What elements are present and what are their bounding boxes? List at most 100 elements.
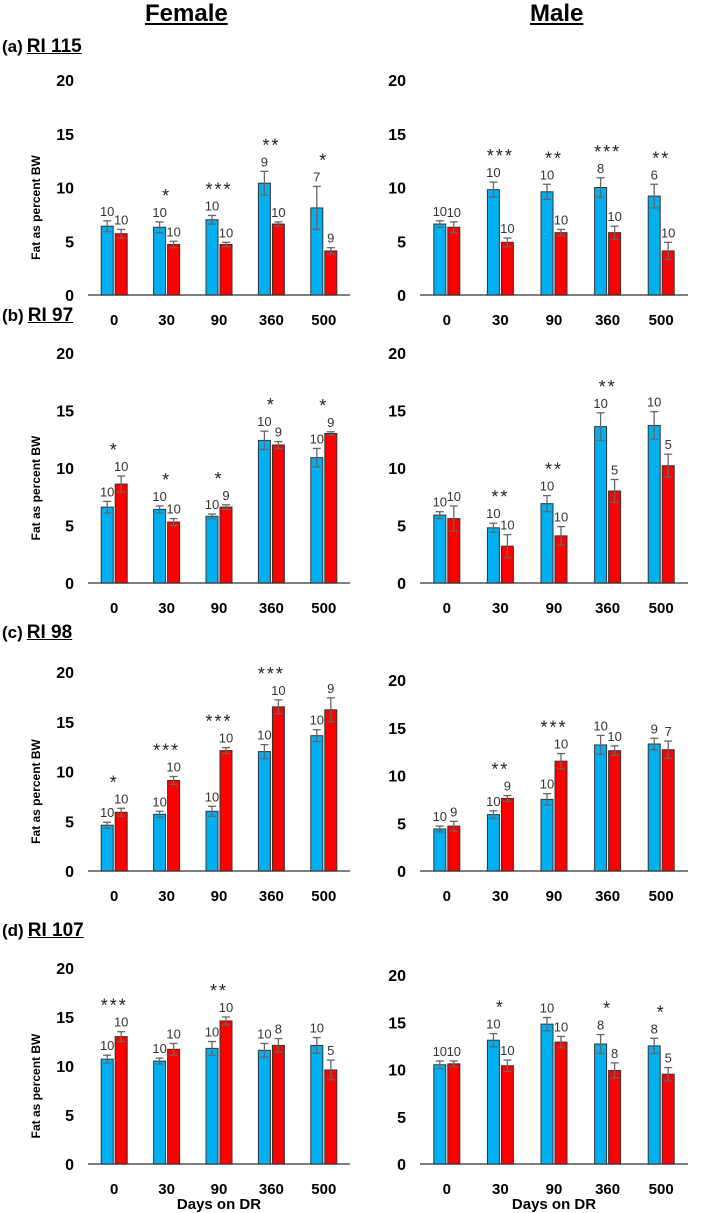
bar-blue	[257, 439, 271, 584]
sample-size-label: 10	[114, 791, 128, 806]
x-tick-label: 500	[649, 312, 674, 329]
bar-red	[114, 1036, 128, 1165]
bar-blue	[433, 223, 447, 296]
bar-red	[554, 1041, 568, 1165]
significance-stars: **	[491, 487, 509, 507]
sample-size-label: 10	[219, 731, 233, 746]
significance-stars: *	[496, 998, 505, 1018]
bar-blue	[433, 828, 447, 872]
bar-red	[324, 1069, 338, 1165]
bar-red	[167, 1048, 181, 1165]
bar-red	[219, 506, 233, 584]
significance-stars: *	[267, 395, 276, 415]
panel-letter: (b)	[2, 306, 24, 325]
bar-red	[271, 1044, 285, 1165]
sample-size-label: 10	[486, 1017, 500, 1032]
y-tick-label: 10	[56, 1059, 74, 1076]
significance-stars: *	[214, 469, 223, 489]
sample-size-label: 10	[152, 205, 166, 220]
strain-name: RI 115	[26, 36, 82, 57]
sample-size-label: 10	[447, 205, 461, 220]
bar-blue	[205, 1047, 219, 1165]
sample-size-label: 10	[114, 459, 128, 474]
y-tick-label: 15	[56, 715, 74, 732]
bar-red	[324, 709, 338, 872]
y-tick-label: 10	[56, 181, 74, 198]
significance-stars: **	[599, 377, 617, 397]
sample-size-label: 10	[100, 805, 114, 820]
bar-blue	[100, 824, 114, 872]
significance-stars: ***	[594, 142, 621, 162]
sample-size-label: 10	[100, 204, 114, 219]
sample-size-label: 6	[651, 167, 658, 182]
y-tick-label: 10	[56, 765, 74, 782]
sample-size-label: 10	[647, 395, 661, 410]
y-tick-label: 5	[65, 234, 74, 251]
significance-stars: *	[110, 772, 119, 792]
y-tick-label: 10	[56, 461, 74, 478]
sample-size-label: 5	[665, 1051, 672, 1066]
sample-size-label: 9	[450, 804, 457, 819]
bar-red	[608, 1069, 622, 1165]
bar-red	[661, 465, 675, 584]
bar-blue	[486, 189, 500, 296]
significance-stars: ***	[205, 179, 232, 199]
bar-red	[167, 243, 181, 296]
bar-blue	[594, 744, 608, 872]
x-tick-label: 30	[492, 312, 509, 329]
bar-red	[661, 749, 675, 872]
bar-blue	[540, 191, 554, 296]
sample-size-label: 10	[257, 414, 271, 429]
sample-size-label: 10	[607, 729, 621, 744]
sample-size-label: 10	[540, 479, 554, 494]
strain-name: RI 107	[27, 920, 84, 941]
sample-size-label: 10	[540, 167, 554, 182]
y-tick-label: 5	[397, 816, 406, 833]
sample-size-label: 10	[257, 728, 271, 743]
sample-size-label: 10	[114, 212, 128, 227]
sample-size-label: 10	[554, 737, 568, 752]
x-tick-label: 360	[595, 1181, 620, 1198]
sample-size-label: 10	[500, 1043, 514, 1058]
bar-red	[608, 750, 622, 872]
sample-size-label: 8	[597, 161, 604, 176]
panel-label-b: (b) RI 97	[2, 305, 73, 327]
bar-blue	[594, 426, 608, 584]
significance-stars: *	[162, 470, 171, 490]
sample-size-label: 10	[310, 431, 324, 446]
bar-blue	[486, 527, 500, 584]
panel-letter: (c)	[2, 623, 23, 642]
x-tick-label: 360	[259, 1181, 284, 1198]
significance-stars: *	[110, 440, 119, 460]
bar-blue	[540, 798, 554, 872]
header-female: Female	[145, 0, 228, 27]
bar-red	[114, 483, 128, 584]
x-tick-label: 0	[443, 312, 451, 329]
bar-red	[447, 825, 461, 872]
x-tick-label: 360	[259, 888, 284, 905]
bar-red	[661, 1073, 675, 1165]
sample-size-label: 10	[166, 502, 180, 517]
y-tick-label: 20	[388, 346, 406, 363]
significance-stars: **	[545, 460, 563, 480]
significance-stars: *	[603, 999, 612, 1019]
sample-size-label: 10	[114, 1015, 128, 1030]
sample-size-label: 10	[486, 506, 500, 521]
bar-red	[500, 797, 514, 872]
bar-blue	[594, 187, 608, 296]
y-tick-label: 15	[388, 721, 406, 738]
y-axis-label: Fat as percent BW	[29, 738, 43, 843]
x-tick-label: 90	[546, 888, 563, 905]
sample-size-label: 8	[611, 1046, 618, 1061]
bar-blue	[257, 182, 271, 296]
sample-size-label: 9	[504, 779, 511, 794]
y-tick-label: 15	[56, 1010, 74, 1027]
bar-red	[447, 1063, 461, 1165]
x-tick-label: 90	[211, 1181, 228, 1198]
x-tick-label: 90	[211, 888, 228, 905]
significance-stars: **	[491, 760, 509, 780]
sample-size-label: 10	[554, 212, 568, 227]
x-tick-label: 500	[649, 1181, 674, 1198]
x-tick-label: 360	[595, 600, 620, 617]
